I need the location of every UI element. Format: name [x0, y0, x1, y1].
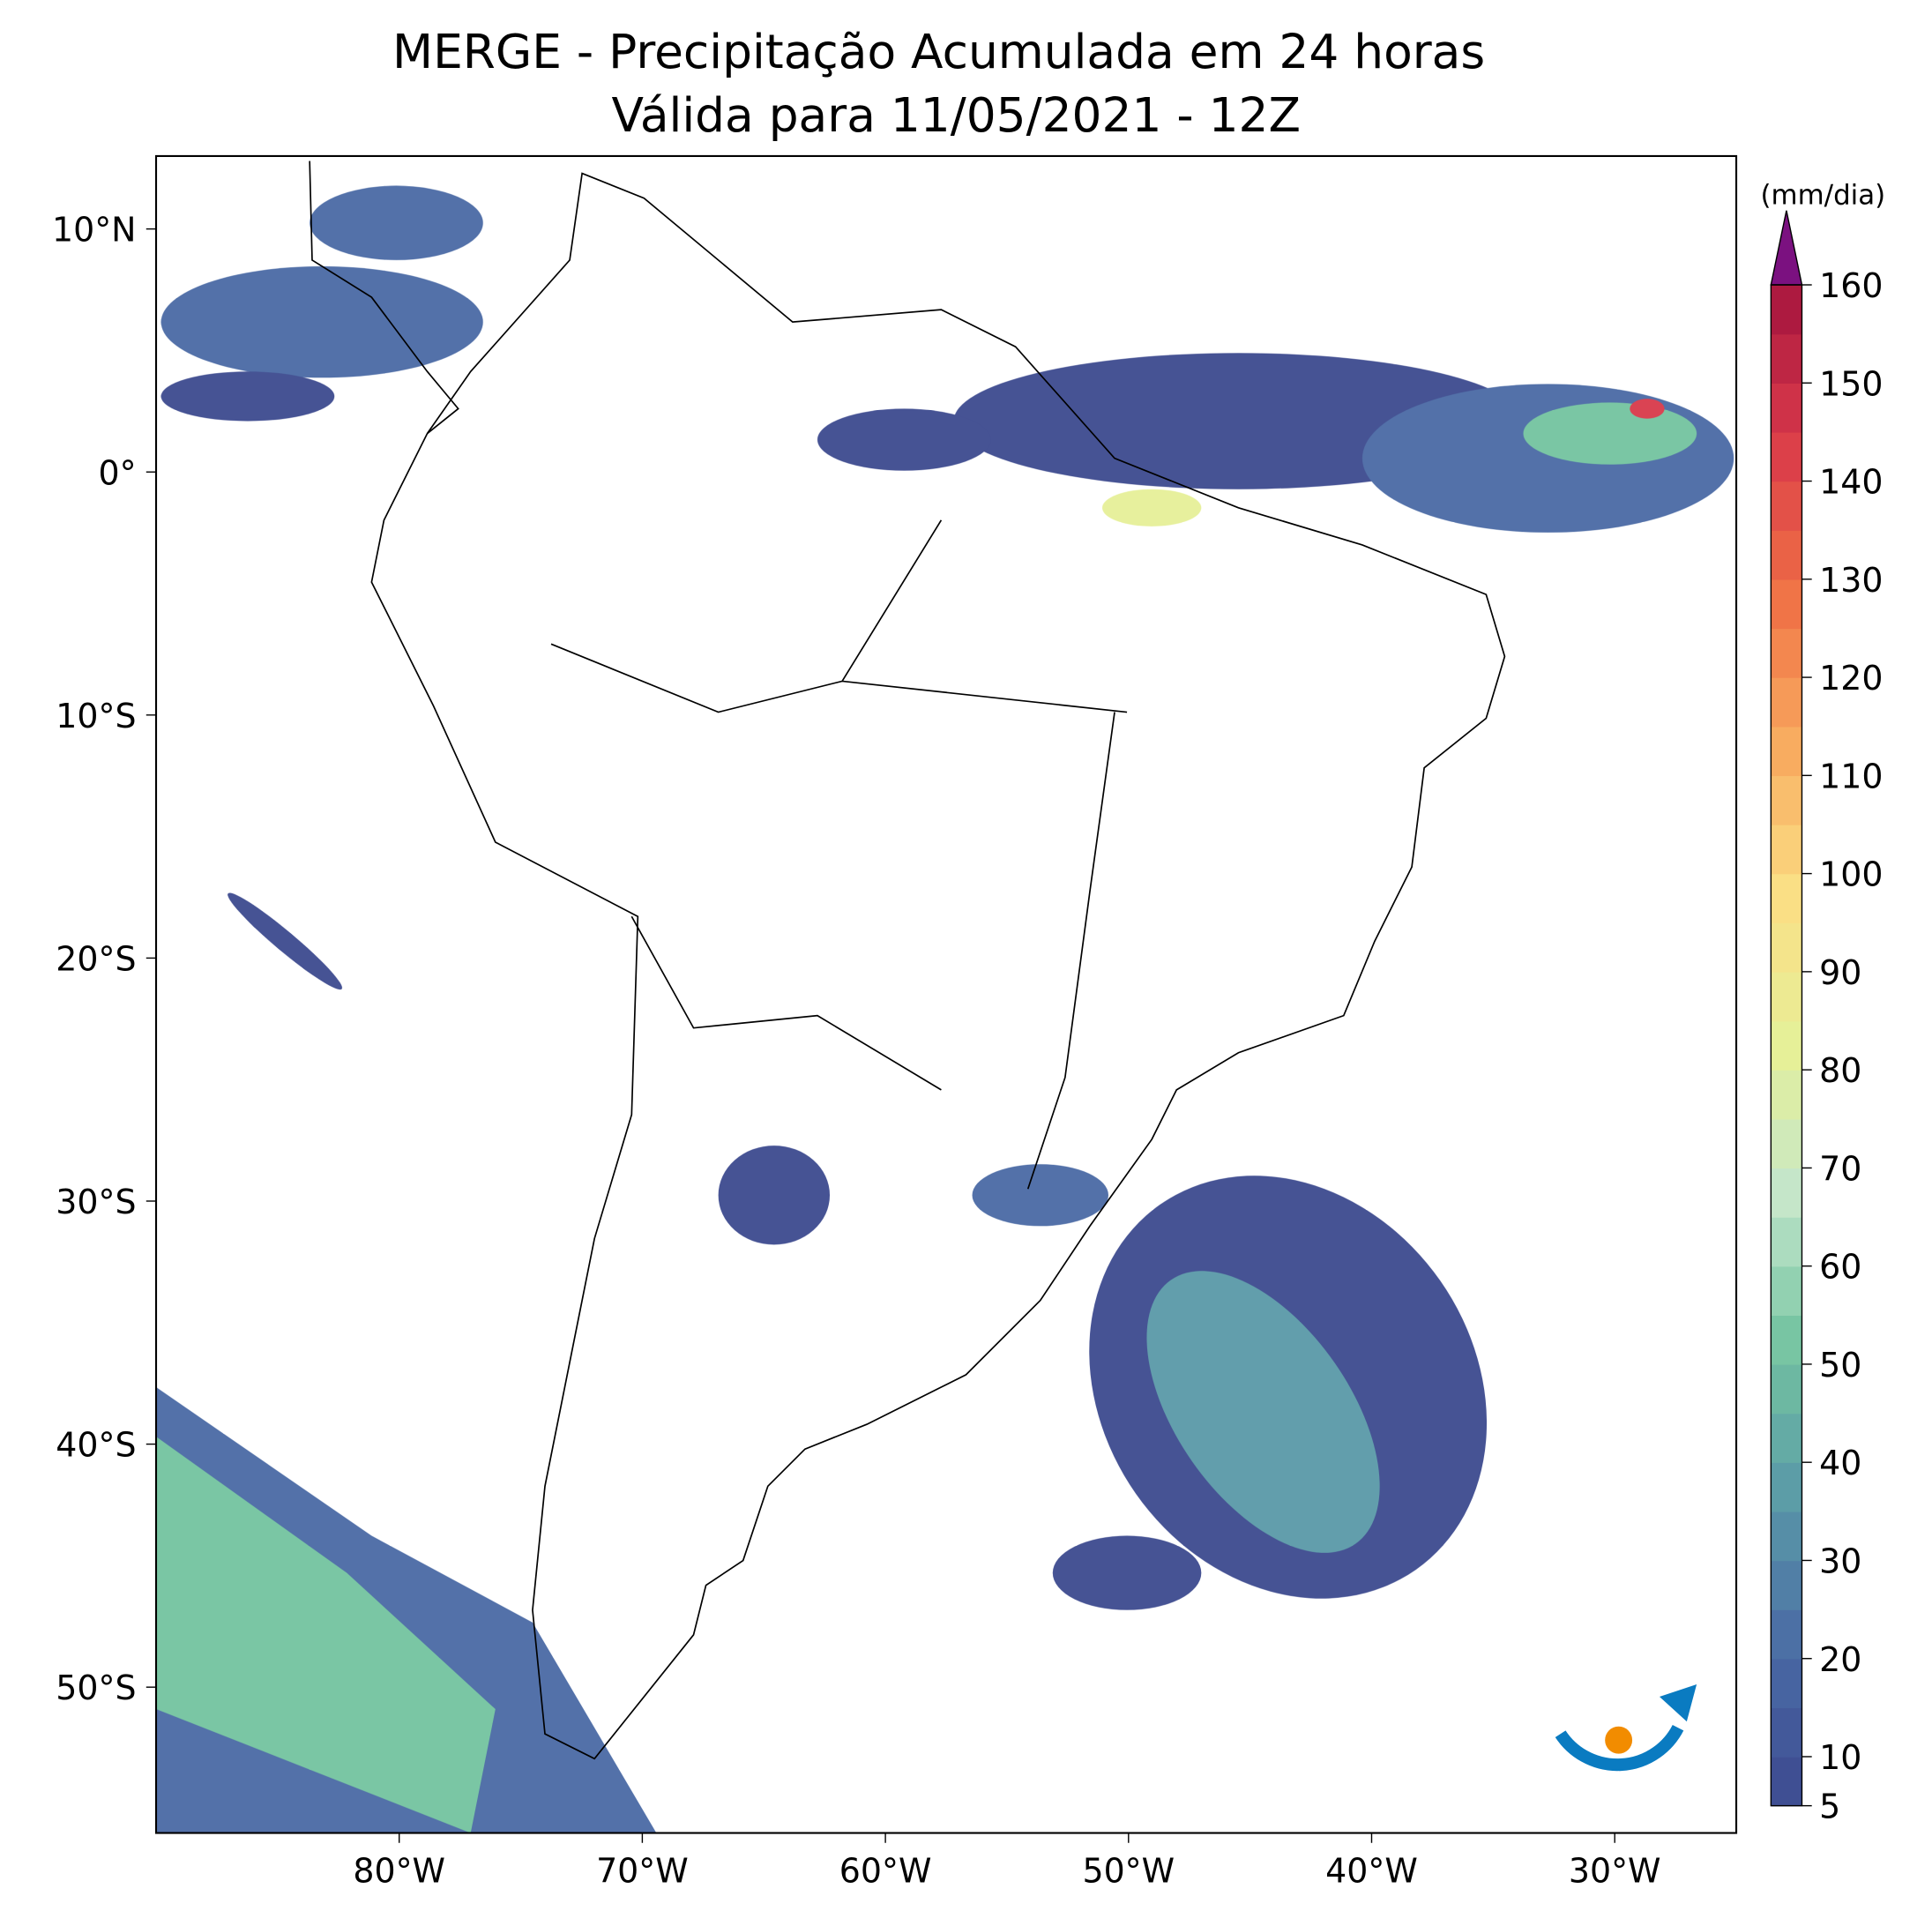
colorbar-tick-label: 150: [1819, 364, 1883, 403]
x-tick-label: 50°W: [1082, 1852, 1175, 1891]
title: MERGE - Precipitação Acumulada em 24 hor…: [392, 24, 1485, 79]
rain-area: [1146, 1271, 1380, 1553]
rain-area: [160, 371, 335, 422]
map-frame: [154, 154, 1738, 1834]
colorbar-bin: [1771, 1168, 1802, 1218]
logo-arrow: [1659, 1683, 1697, 1722]
colorbar-tick-label: 40: [1819, 1444, 1861, 1482]
colorbar-bin: [1771, 1560, 1802, 1610]
borders: [550, 519, 1128, 1190]
y-tick-label: 10°N: [52, 211, 137, 250]
colorbar-tick-label: 20: [1819, 1640, 1861, 1679]
rain-area: [1523, 402, 1697, 465]
rain-area: [1052, 1535, 1202, 1610]
colorbar-bin: [1771, 1756, 1802, 1807]
colorbar-bin: [1771, 1511, 1802, 1562]
rain-area: [972, 1164, 1109, 1227]
colorbar-tick-label: 100: [1819, 855, 1883, 894]
colorbar-bin: [1771, 333, 1802, 384]
rain-area: [228, 892, 343, 990]
x-tick-label: 80°W: [353, 1852, 445, 1891]
colorbar-tick-label: 130: [1819, 561, 1883, 600]
colorbar-bin: [1771, 1315, 1802, 1365]
colorbar-tick-label: 70: [1819, 1149, 1861, 1188]
colorbar-bin: [1771, 431, 1802, 482]
precipitation-field: [156, 185, 1734, 1833]
rain-area: [1361, 384, 1734, 533]
colorbar-tick-label: 60: [1819, 1248, 1861, 1287]
colorbar-bin: [1771, 775, 1802, 825]
x-tick-label: 40°W: [1325, 1852, 1418, 1891]
axes: 80°W 70°W 60°W 50°W 40°W 30°W 10°N 0° 10°S 20°S 30…: [52, 211, 1661, 1891]
colorbar-bin: [1771, 922, 1802, 973]
colorbar-bin: [1771, 1070, 1802, 1120]
colorbar-bin: [1771, 1609, 1802, 1660]
x-tick-label: 60°W: [839, 1852, 932, 1891]
y-tick-label: 20°S: [56, 939, 136, 978]
colorbar-tick-label: 5: [1819, 1788, 1840, 1826]
colorbar-bin: [1771, 628, 1802, 678]
colorbar-tick-label: 50: [1819, 1346, 1861, 1385]
colorbar-bin: [1771, 873, 1802, 923]
colorbar-bin: [1771, 1462, 1802, 1512]
colorbar-tick-label: 90: [1819, 953, 1861, 992]
logo-arc: [1555, 1724, 1684, 1772]
colorbar-bin: [1771, 383, 1802, 433]
colorbar-bin: [1771, 1363, 1802, 1415]
colorbar-bin: [1771, 677, 1802, 728]
colorbar-bin: [1771, 726, 1802, 777]
colorbar-bin: [1771, 285, 1802, 335]
colorbar-unit: (mm/dia): [1760, 180, 1885, 212]
rain-area: [310, 185, 483, 260]
colorbar-tick-label: 80: [1819, 1051, 1861, 1090]
colorbar-bin: [1771, 1707, 1802, 1758]
colorbar-bin: [1771, 530, 1802, 580]
colorbar-tick-label: 30: [1819, 1542, 1861, 1581]
colorbar-frame: [1770, 284, 1803, 1807]
colorbar-bin: [1771, 824, 1802, 875]
inpe-logo: [1555, 1683, 1697, 1772]
colorbar-extend: [1770, 210, 1803, 286]
colorbar-tick-label: 140: [1819, 463, 1883, 502]
colorbar-bin: [1771, 1118, 1802, 1169]
colorbar: (mm/dia) 5 10 20 30 40 50 60 70 80 90 100 110 120 130…: [1760, 180, 1885, 1826]
colorbar-bin: [1771, 1413, 1802, 1463]
rain-area: [1630, 399, 1665, 419]
logo-dot: [1605, 1726, 1633, 1754]
colorbar-tick-label: 120: [1819, 659, 1883, 698]
y-tick-label: 40°S: [56, 1426, 136, 1465]
colorbar-bin: [1771, 579, 1802, 630]
colorbar-bin: [1771, 971, 1802, 1022]
colorbar-tick-label: 10: [1819, 1738, 1861, 1777]
colorbar-bin: [1771, 1265, 1802, 1317]
rain-area: [817, 408, 991, 471]
x-tick-label: 70°W: [596, 1852, 689, 1891]
colorbar-tick-label: 160: [1819, 266, 1883, 305]
colorbar-bin: [1771, 481, 1802, 531]
x-tick-label: 30°W: [1569, 1852, 1661, 1891]
subtitle: Válida para 11/05/2021 - 12Z: [611, 87, 1301, 143]
rain-area: [718, 1146, 831, 1245]
rain-area: [156, 1437, 496, 1833]
central-america: [309, 160, 459, 435]
y-tick-label: 30°S: [56, 1183, 136, 1221]
colorbar-bin: [1771, 1658, 1802, 1709]
rain-area: [160, 265, 483, 378]
colorbar-bin: [1771, 1217, 1802, 1267]
coastline: [370, 172, 1506, 1760]
colorbar-bin: [1771, 1020, 1802, 1071]
y-tick-label: 50°S: [56, 1668, 136, 1707]
y-tick-label: 10°S: [56, 697, 136, 735]
rain-area: [1101, 489, 1202, 526]
y-tick-label: 0°: [98, 453, 136, 492]
colorbar-tick-label: 110: [1819, 757, 1883, 795]
